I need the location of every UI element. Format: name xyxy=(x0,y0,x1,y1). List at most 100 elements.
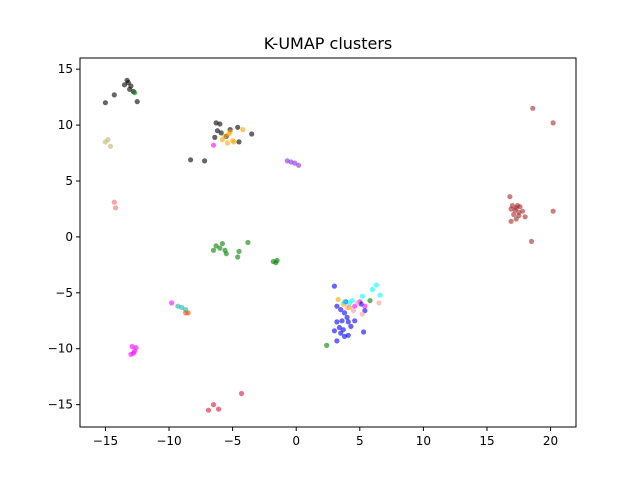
data-point xyxy=(354,300,360,306)
data-point xyxy=(367,298,373,304)
series-4 xyxy=(102,137,114,149)
series-1 xyxy=(132,90,373,348)
data-point xyxy=(127,86,133,92)
data-point xyxy=(336,324,342,331)
y-axis: −15 −10 −5 0 5 10 15 xyxy=(48,62,80,412)
data-point xyxy=(530,105,536,111)
data-point xyxy=(512,207,518,213)
data-point xyxy=(111,199,117,205)
x-tick-label: −10 xyxy=(156,434,181,448)
data-point xyxy=(369,286,376,293)
x-tick-label: −15 xyxy=(93,434,118,448)
data-point xyxy=(522,214,528,220)
data-point xyxy=(520,208,526,214)
data-point xyxy=(134,99,140,105)
data-point xyxy=(334,338,340,344)
data-point xyxy=(121,82,128,88)
x-tick-label: 20 xyxy=(543,434,558,448)
data-point xyxy=(238,390,245,397)
series-7 xyxy=(507,105,556,244)
data-point xyxy=(216,406,222,412)
data-point xyxy=(274,257,280,263)
chart-title: K-UMAP clusters xyxy=(264,34,393,53)
data-point xyxy=(508,206,514,212)
data-point xyxy=(550,120,556,126)
data-point xyxy=(240,127,246,133)
data-point xyxy=(133,345,139,351)
series-10 xyxy=(344,300,382,317)
data-point xyxy=(511,211,517,218)
data-point xyxy=(102,100,108,106)
data-point xyxy=(219,137,225,143)
y-tick-label: 15 xyxy=(58,62,73,76)
series-5 xyxy=(284,158,302,168)
data-point xyxy=(331,283,337,289)
data-point xyxy=(350,308,356,314)
data-point xyxy=(217,245,223,251)
data-point xyxy=(218,130,224,136)
data-point xyxy=(341,310,348,316)
x-axis: −15 −10 −5 0 5 10 15 20 xyxy=(93,427,558,448)
y-tick-label: 5 xyxy=(65,174,73,188)
data-point xyxy=(224,140,231,146)
x-tick-label: 5 xyxy=(356,434,364,448)
data-point xyxy=(344,304,350,310)
data-point xyxy=(348,323,354,329)
series-0 xyxy=(102,77,255,164)
data-point xyxy=(236,139,242,145)
data-point xyxy=(183,307,189,313)
data-point xyxy=(169,300,175,306)
x-tick-label: 0 xyxy=(292,434,300,448)
data-point xyxy=(212,134,218,140)
series-6 xyxy=(111,199,119,211)
data-point xyxy=(362,303,368,309)
data-point xyxy=(205,407,212,413)
data-point xyxy=(235,124,241,130)
data-point xyxy=(550,208,556,214)
data-point xyxy=(352,318,358,324)
y-tick-label: 10 xyxy=(58,118,73,132)
data-point xyxy=(245,239,251,246)
data-point xyxy=(331,328,337,334)
data-point xyxy=(335,296,341,303)
data-point xyxy=(339,318,345,324)
data-point xyxy=(249,131,255,137)
data-point xyxy=(338,307,344,313)
data-point xyxy=(210,142,217,148)
data-point xyxy=(231,139,237,145)
data-point xyxy=(359,293,365,299)
data-point xyxy=(217,121,223,127)
series-9 xyxy=(341,282,383,306)
data-point xyxy=(223,251,229,257)
y-tick-label: −15 xyxy=(48,398,73,412)
series-13 xyxy=(205,390,245,413)
data-point xyxy=(513,216,519,222)
data-point xyxy=(345,319,351,325)
data-point xyxy=(345,332,351,338)
data-point xyxy=(236,248,242,254)
x-tick-label: 15 xyxy=(479,434,494,448)
data-point xyxy=(107,143,114,149)
y-tick-label: −5 xyxy=(55,286,73,300)
data-point xyxy=(129,343,135,350)
data-point xyxy=(359,311,365,317)
data-point xyxy=(338,330,344,336)
data-point xyxy=(292,160,298,166)
x-tick-label: 10 xyxy=(416,434,431,448)
data-point xyxy=(111,92,117,98)
x-tick-label: −5 xyxy=(224,434,242,448)
data-point xyxy=(213,243,219,249)
data-point xyxy=(508,218,514,224)
points-layer xyxy=(102,77,556,413)
data-point xyxy=(377,292,383,298)
data-point xyxy=(334,319,340,325)
data-point xyxy=(113,205,119,211)
series-12 xyxy=(175,303,189,313)
data-point xyxy=(130,350,136,356)
data-point xyxy=(179,304,185,310)
data-point xyxy=(202,158,208,164)
data-point xyxy=(296,162,302,168)
y-tick-label: −10 xyxy=(48,342,73,356)
data-point xyxy=(235,254,241,260)
data-point xyxy=(341,299,348,305)
